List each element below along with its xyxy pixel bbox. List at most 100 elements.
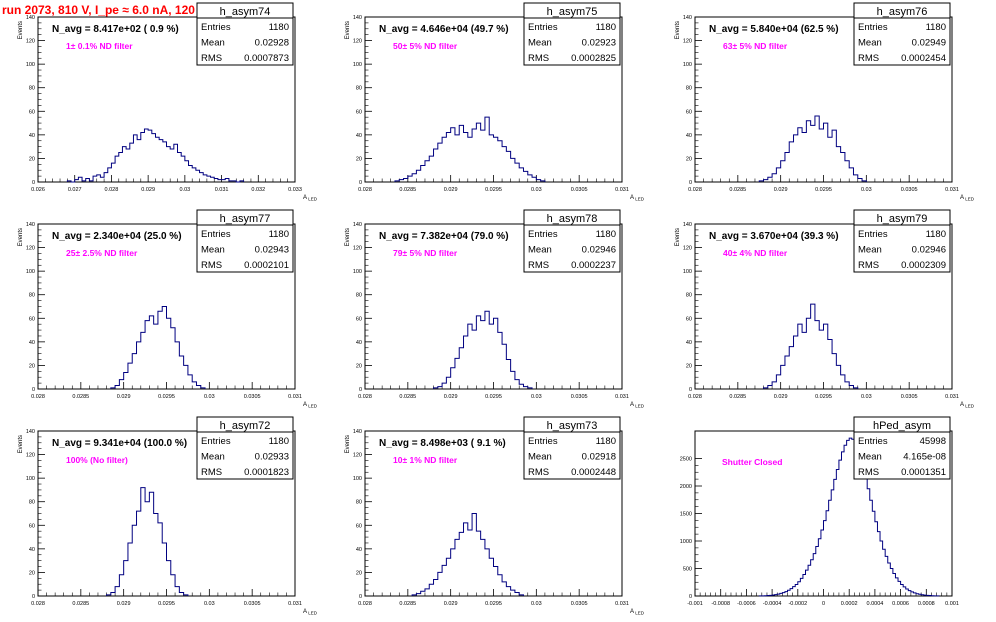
filter-annotation: 40± 4% ND filter bbox=[723, 248, 788, 258]
x-tick-label: 0.0295 bbox=[815, 187, 832, 193]
y-tick-label: 0 bbox=[32, 180, 35, 186]
stats-value: 1180 bbox=[926, 22, 946, 33]
stats-value: 0.02943 bbox=[255, 245, 289, 256]
stats-key: RMS bbox=[201, 53, 222, 64]
x-tick-label: 0.029 bbox=[117, 394, 131, 400]
navg-label: N_avg = 3.670e+04 (39.3 %) bbox=[709, 231, 839, 242]
x-tick-label: 0.0285 bbox=[729, 394, 746, 400]
y-tick-label: 100 bbox=[26, 62, 35, 68]
y-tick-label: 0 bbox=[32, 594, 35, 600]
histogram-panel-h_asym79: 0 20 40 60 80 100 120 140 0.028 0.0285 0.029 0.0295… bbox=[675, 209, 975, 409]
y-tick-label: 80 bbox=[686, 293, 692, 299]
x-tick-label: 0.031 bbox=[288, 601, 302, 607]
x-tick-label: 0.0006 bbox=[892, 601, 909, 607]
y-tick-label: 100 bbox=[683, 62, 692, 68]
x-tick-label: 0.0295 bbox=[485, 394, 502, 400]
x-tick-label: 0.026 bbox=[31, 187, 45, 193]
y-tick-label: 20 bbox=[686, 156, 692, 162]
x-tick-label: 0.029 bbox=[444, 187, 458, 193]
y-tick-label: 100 bbox=[353, 476, 362, 482]
stats-value: 45998 bbox=[920, 436, 946, 447]
x-tick-label: 0.0305 bbox=[571, 394, 588, 400]
stats-title: h_asym74 bbox=[220, 6, 271, 18]
x-tick-label: 0.0305 bbox=[244, 601, 261, 607]
histogram-series-line bbox=[763, 303, 859, 389]
x-tick-label: -0.0006 bbox=[737, 601, 756, 607]
stats-key: RMS bbox=[858, 467, 879, 478]
stats-key: Mean bbox=[858, 245, 882, 256]
y-axis-title: Events bbox=[675, 228, 681, 246]
x-tick-label: 0.03 bbox=[204, 394, 215, 400]
x-tick-label: 0.03 bbox=[531, 187, 542, 193]
filter-annotation: 63± 5% ND filter bbox=[723, 41, 788, 51]
stats-key: Entries bbox=[858, 436, 888, 447]
stats-value: 0.0002448 bbox=[571, 467, 616, 478]
y-tick-label: 20 bbox=[356, 156, 362, 162]
x-tick-label: 0.027 bbox=[68, 187, 82, 193]
y-tick-label: 20 bbox=[686, 363, 692, 369]
navg-label: N_avg = 5.840e+04 (62.5 %) bbox=[709, 24, 839, 35]
histogram-series-line bbox=[411, 513, 524, 596]
x-tick-label: 0.031 bbox=[945, 187, 959, 193]
y-axis-title: Events bbox=[345, 228, 351, 246]
filter-annotation: 1± 0.1% ND filter bbox=[66, 41, 133, 51]
y-tick-label: 500 bbox=[683, 567, 692, 573]
stats-key: Mean bbox=[858, 452, 882, 463]
histogram-series-line bbox=[106, 487, 189, 596]
y-tick-label: 20 bbox=[29, 570, 35, 576]
x-axis-title: A LED bbox=[303, 402, 318, 409]
y-tick-label: 80 bbox=[29, 86, 35, 92]
y-tick-label: 60 bbox=[29, 523, 35, 529]
stats-box bbox=[853, 209, 951, 273]
stats-key: Mean bbox=[201, 245, 225, 256]
y-tick-label: 0 bbox=[359, 387, 362, 393]
navg-label: N_avg = 4.646e+04 (49.7 %) bbox=[379, 24, 509, 35]
y-tick-label: 0 bbox=[32, 387, 35, 393]
stats-value: 1180 bbox=[269, 436, 289, 447]
x-tick-label: 0.03 bbox=[179, 187, 190, 193]
y-axis-title: Events bbox=[345, 435, 351, 453]
x-tick-label: 0.028 bbox=[31, 394, 45, 400]
stats-title: h_asym79 bbox=[877, 213, 928, 225]
histogram-panel-h_asym78: 0 20 40 60 80 100 120 140 0.028 0.0285 0.029 0.0295… bbox=[345, 209, 645, 409]
stats-key: Entries bbox=[858, 229, 888, 240]
x-axis-title: A LED bbox=[303, 195, 318, 202]
stats-box bbox=[196, 2, 294, 66]
y-tick-label: 140 bbox=[26, 222, 35, 228]
histogram-panel-h_asym76: 0 20 40 60 80 100 120 140 0.028 0.0285 0.029 0.0295… bbox=[675, 2, 975, 202]
y-axis-title: Events bbox=[18, 21, 24, 39]
stats-key: RMS bbox=[528, 467, 549, 478]
y-tick-label: 140 bbox=[353, 15, 362, 21]
x-tick-label: 0.029 bbox=[141, 187, 155, 193]
stats-value: 1180 bbox=[596, 22, 616, 33]
y-tick-label: 120 bbox=[353, 39, 362, 45]
x-tick-label: 0.031 bbox=[615, 394, 629, 400]
x-tick-label: 0.031 bbox=[615, 187, 629, 193]
histogram-series-line bbox=[110, 306, 206, 389]
y-tick-label: 20 bbox=[29, 156, 35, 162]
x-tick-label: 0.031 bbox=[215, 187, 229, 193]
stats-title: hPed_asym bbox=[873, 420, 931, 432]
stats-value: 4.165e-08 bbox=[903, 452, 946, 463]
x-axis-title: A LED bbox=[960, 402, 975, 409]
x-axis-title: A LED bbox=[960, 195, 975, 202]
x-tick-label: -0.0002 bbox=[788, 601, 807, 607]
x-tick-label: 0.0295 bbox=[485, 187, 502, 193]
y-tick-label: 40 bbox=[686, 133, 692, 139]
stats-title: h_asym78 bbox=[547, 213, 598, 225]
stats-value: 0.02923 bbox=[582, 38, 616, 49]
y-tick-label: 40 bbox=[29, 340, 35, 346]
stats-value: 1180 bbox=[596, 436, 616, 447]
y-tick-label: 80 bbox=[29, 293, 35, 299]
x-tick-label: 0.029 bbox=[444, 394, 458, 400]
x-axis-title: A LED bbox=[630, 609, 645, 616]
stats-key: Entries bbox=[528, 229, 558, 240]
y-tick-label: 2500 bbox=[680, 457, 692, 463]
histogram-panel-hPed_asym: 0 500 1000 1500 2000 2500 -0.001 -0.0008 -0.0006… bbox=[680, 416, 959, 607]
filter-annotation: 10± 1% ND filter bbox=[393, 455, 458, 465]
y-tick-label: 120 bbox=[683, 246, 692, 252]
stats-key: Mean bbox=[528, 245, 552, 256]
x-tick-label: -0.001 bbox=[687, 601, 703, 607]
y-tick-label: 0 bbox=[689, 594, 692, 600]
